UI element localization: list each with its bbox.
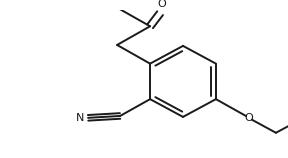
Text: O: O <box>158 0 166 9</box>
Text: N: N <box>76 113 84 123</box>
Text: O: O <box>245 113 253 123</box>
